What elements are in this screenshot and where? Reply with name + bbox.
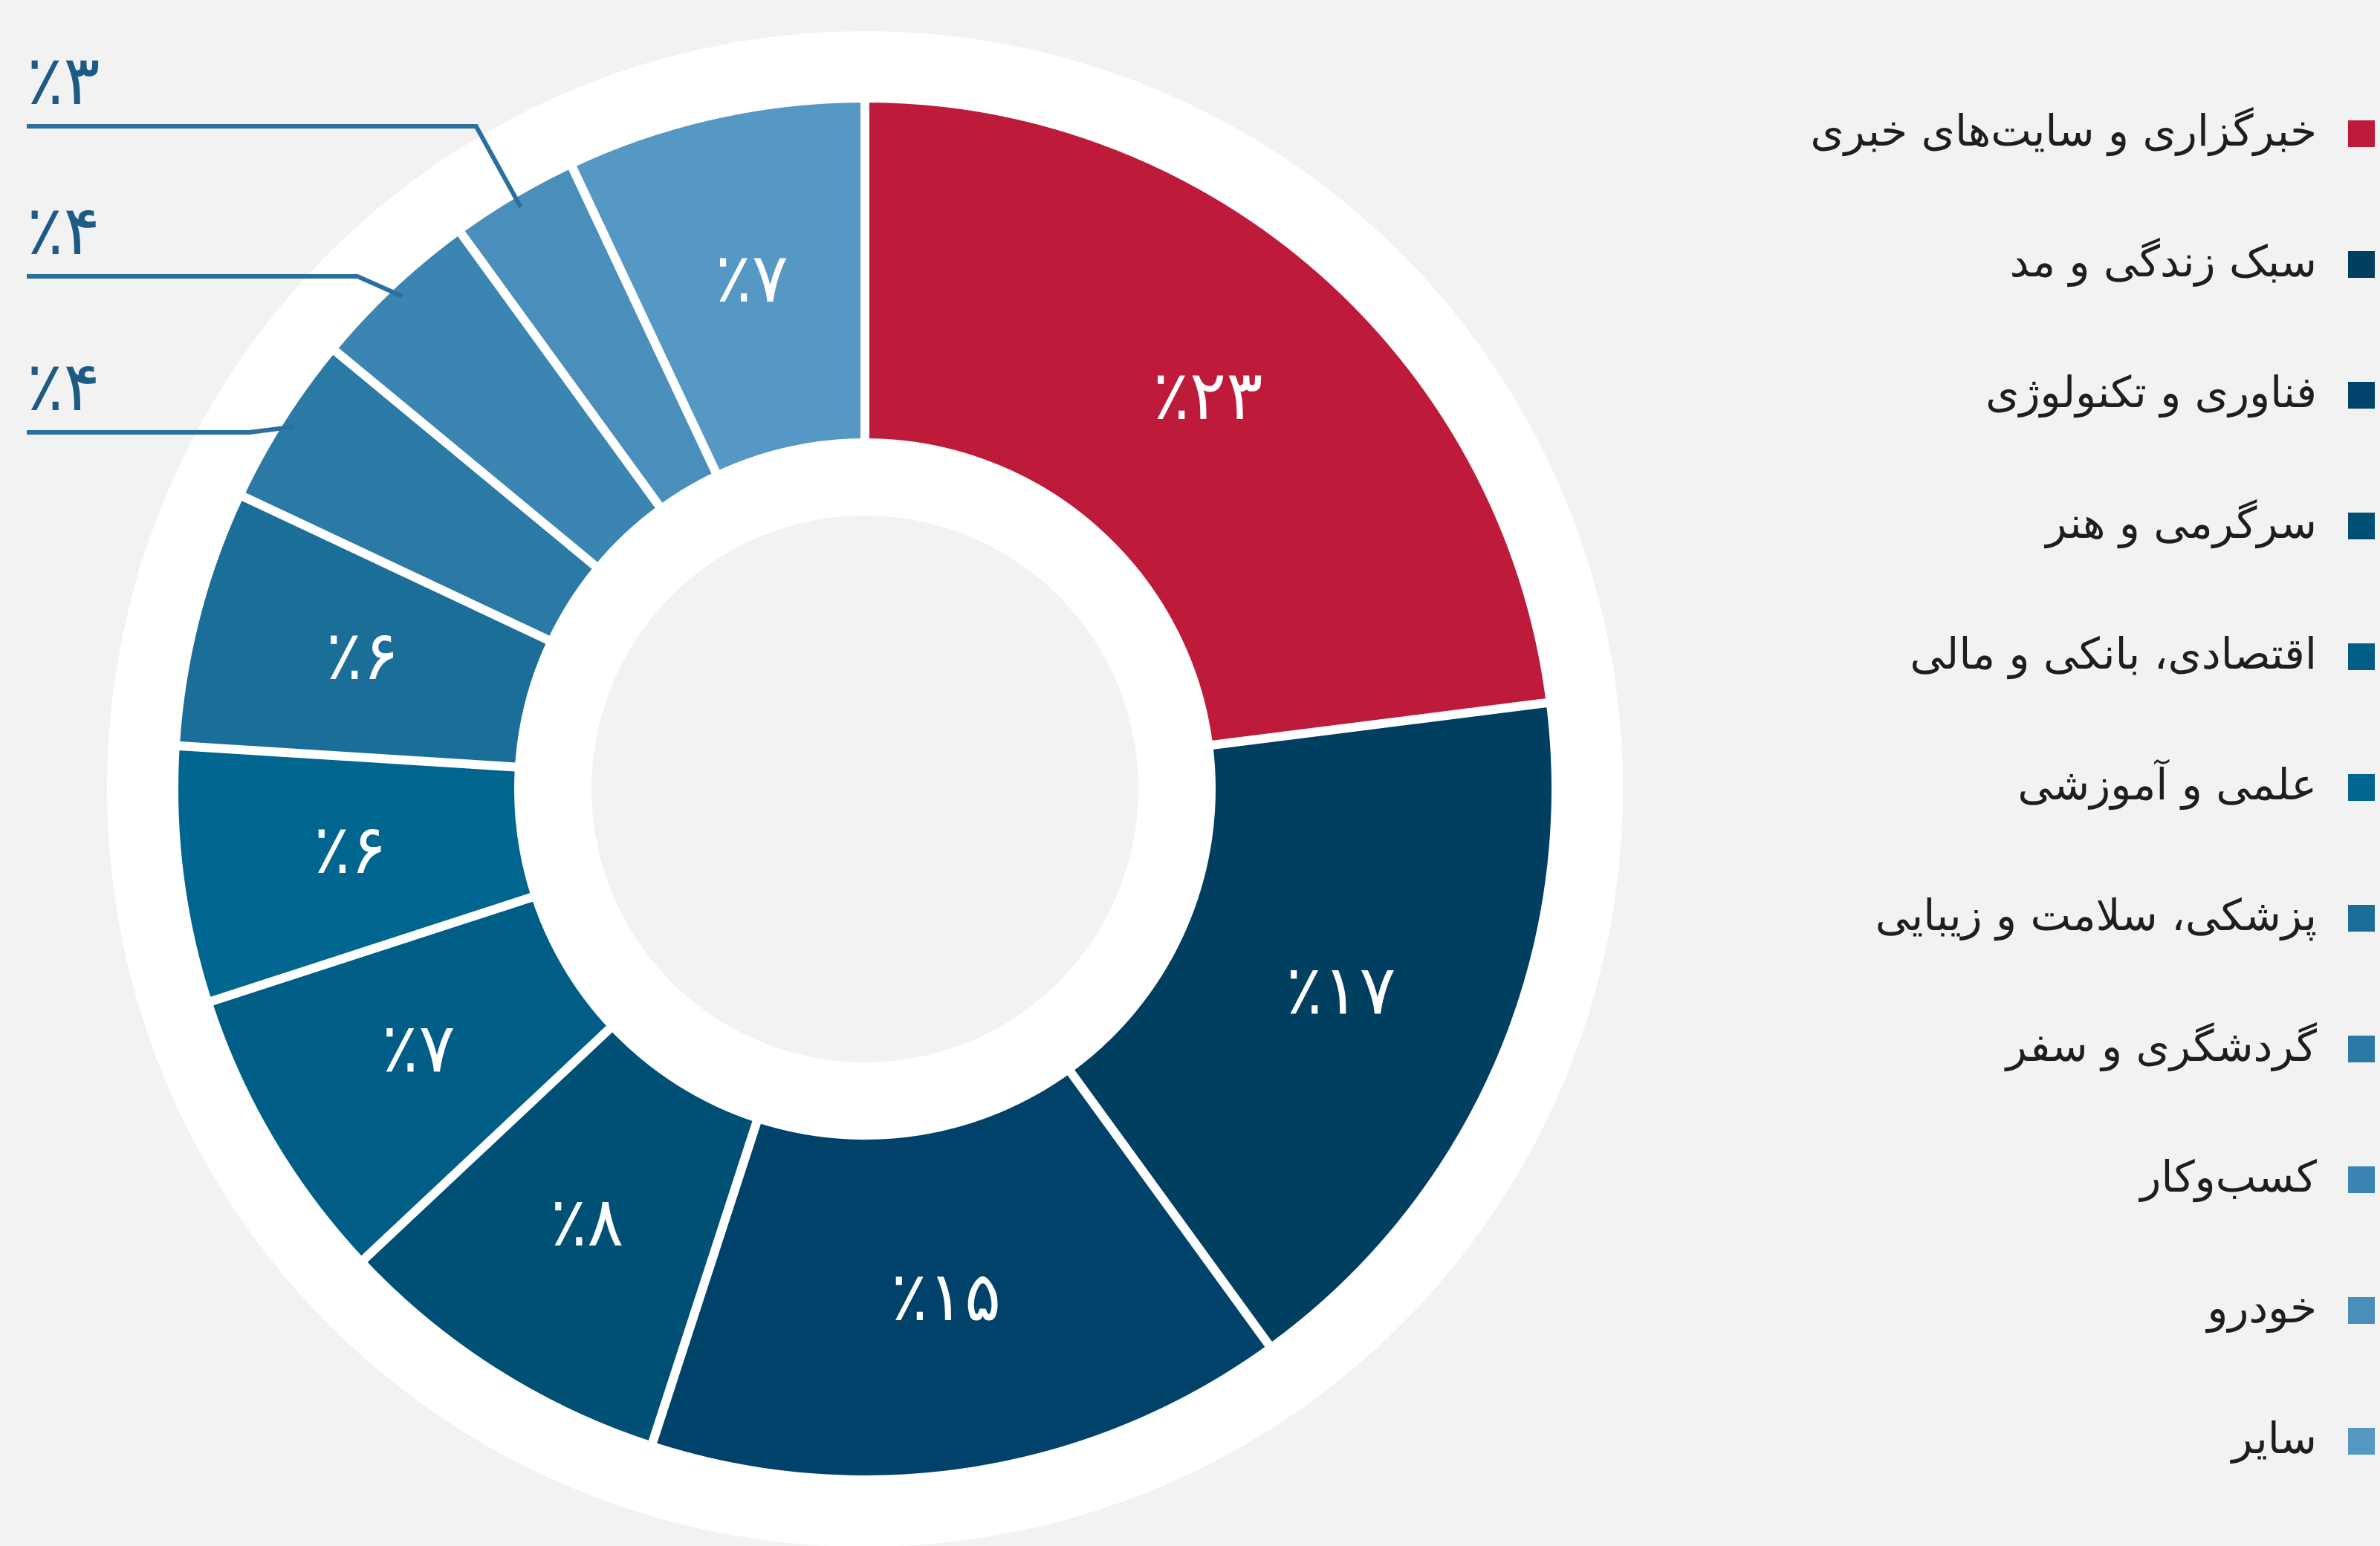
legend-label: کسب‌وکار	[2138, 1152, 2317, 1203]
legend-swatch	[2348, 382, 2375, 409]
value-label: ٪۷	[715, 238, 788, 318]
slice	[1062, 697, 1560, 1354]
legend-label: سبک زندگی و مد	[2010, 236, 2317, 288]
legend-swatch	[2348, 1166, 2375, 1193]
slice	[860, 93, 1556, 751]
value-label: ٪۱۷	[1285, 951, 1395, 1030]
slice	[354, 1019, 764, 1452]
legend-swatch	[2348, 120, 2375, 147]
legend-swatch	[2348, 1036, 2375, 1062]
legend-swatch	[2348, 643, 2375, 670]
legend-label: پزشکی، سلامت و زیبایی	[1875, 890, 2317, 941]
value-label: ٪۱۵	[891, 1257, 1001, 1336]
legend-label: سرگرمی و هنر	[2043, 498, 2317, 549]
legend-label: فناوری و تکنولوژی	[1985, 367, 2317, 418]
center	[591, 516, 1138, 1062]
legend-swatch	[2348, 1428, 2375, 1455]
leader-line	[27, 424, 295, 435]
legend-label: گردشگری و سفر	[2004, 1021, 2318, 1072]
legend-label: اقتصادی، بانکی و مالی	[1910, 629, 2317, 680]
legend-swatch	[2348, 1297, 2375, 1324]
value-label: ٪۶	[314, 810, 387, 889]
value-label: ٪۲۳	[1152, 356, 1262, 435]
legend-label: علمی و آموزشی	[2017, 759, 2317, 811]
slice	[565, 93, 869, 482]
legend-label: خبرگزاری و سایت‌های خبری	[1810, 105, 2317, 157]
leader-line	[27, 274, 403, 299]
value-label: ٪۷	[382, 1009, 455, 1088]
value-label: ٪۴	[27, 347, 100, 426]
value-label: ٪۸	[551, 1183, 624, 1262]
legend-swatch	[2348, 774, 2375, 801]
value-label: ٪۴	[27, 191, 100, 270]
legend-swatch	[2348, 905, 2375, 932]
legend-label: سایر	[2230, 1413, 2317, 1464]
legend-swatch	[2348, 513, 2375, 539]
leader-line	[27, 124, 523, 209]
value-label: ٪۶	[326, 616, 400, 695]
slice	[201, 890, 619, 1269]
slice	[646, 1062, 1278, 1484]
slices	[169, 93, 1560, 1484]
value-label: ٪۳	[27, 41, 100, 120]
legend-swatch	[2348, 251, 2375, 278]
legend-label: خودرو	[2205, 1282, 2317, 1334]
